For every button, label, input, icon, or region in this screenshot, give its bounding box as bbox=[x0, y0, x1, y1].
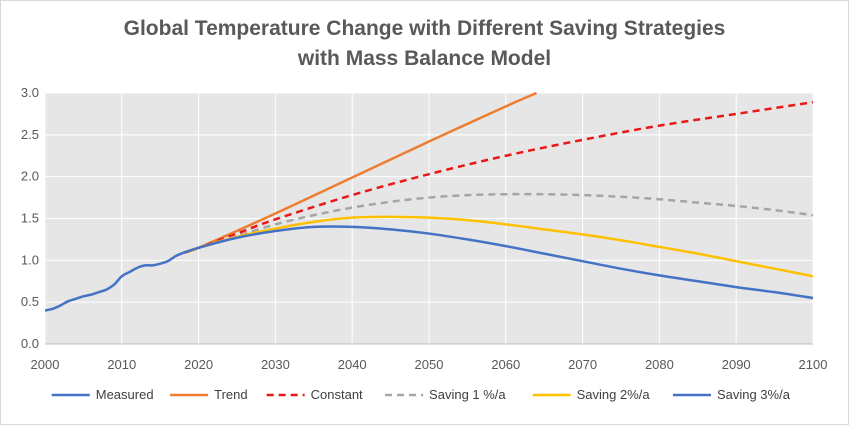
legend-item: Trend bbox=[170, 387, 248, 402]
x-tick-label: 2010 bbox=[107, 357, 136, 372]
y-tick-label: 3.0 bbox=[21, 85, 39, 100]
legend-label: Saving 2%/a bbox=[577, 387, 651, 402]
series-line-measured bbox=[45, 251, 184, 312]
x-tick-label: 2030 bbox=[261, 357, 290, 372]
legend-item: Saving 3%/a bbox=[672, 387, 791, 402]
chart-title: Global Temperature Change with Different… bbox=[0, 14, 849, 74]
legend-label: Trend bbox=[214, 387, 247, 402]
legend-item: Measured bbox=[51, 387, 154, 402]
legend-item: Saving 2%/a bbox=[532, 387, 651, 402]
legend-label: Saving 3%/a bbox=[717, 387, 791, 402]
chart-title-line-2: with Mass Balance Model bbox=[297, 47, 552, 70]
legend-item: Saving 1 %/a bbox=[385, 387, 506, 402]
series-line-constant bbox=[182, 100, 813, 254]
x-tick-label: 2090 bbox=[722, 357, 751, 372]
x-tick-label: 2070 bbox=[568, 357, 597, 372]
y-tick-label: 0.0 bbox=[21, 336, 39, 351]
x-tick-label: 2040 bbox=[338, 357, 367, 372]
x-tick-label: 2020 bbox=[184, 357, 213, 372]
legend-item: Constant bbox=[266, 387, 363, 402]
y-tick-label: 2.0 bbox=[21, 169, 39, 184]
y-tick-label: 1.0 bbox=[21, 252, 39, 267]
chart-title-line-1: Global Temperature Change with Different… bbox=[123, 17, 726, 40]
legend-label: Saving 1 %/a bbox=[429, 387, 506, 402]
x-tick-label: 2060 bbox=[491, 357, 520, 372]
legend-label: Constant bbox=[311, 387, 363, 402]
legend-label: Measured bbox=[96, 387, 154, 402]
x-tick-label: 2080 bbox=[645, 357, 674, 372]
y-tick-label: 2.5 bbox=[21, 127, 39, 142]
series-line-saving-2-a bbox=[182, 215, 813, 278]
x-tick-label: 2000 bbox=[31, 357, 60, 372]
x-tick-label: 2100 bbox=[799, 357, 828, 372]
x-tick-label: 2050 bbox=[415, 357, 444, 372]
y-tick-label: 1.5 bbox=[21, 211, 39, 226]
y-tick-label: 0.5 bbox=[21, 294, 39, 309]
series-line-saving-3-a bbox=[182, 225, 813, 300]
